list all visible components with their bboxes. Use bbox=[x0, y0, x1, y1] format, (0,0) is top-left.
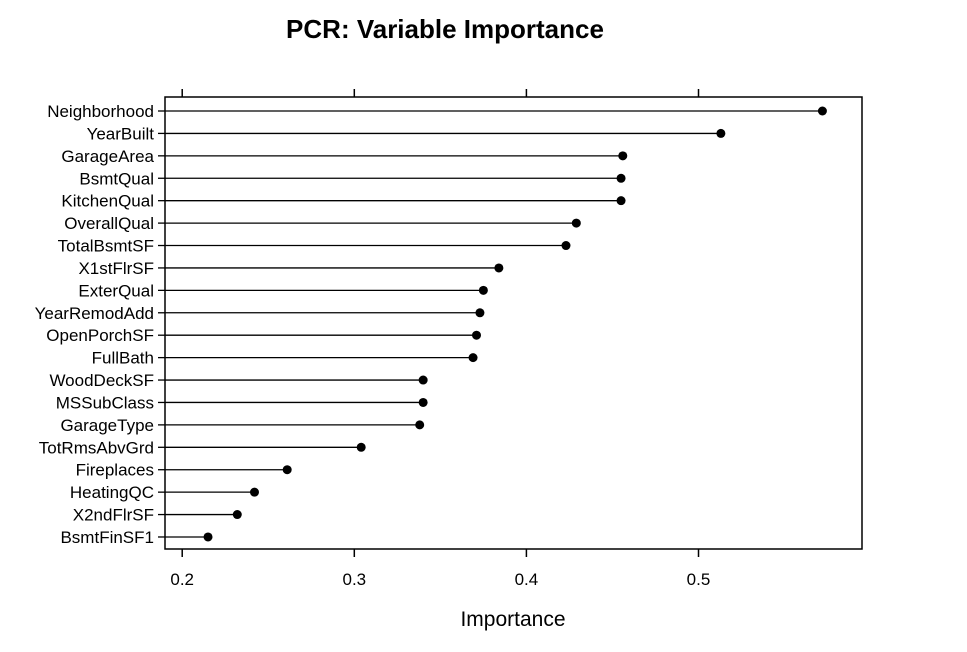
y-category-label: KitchenQual bbox=[61, 192, 154, 211]
y-category-label: Fireplaces bbox=[76, 461, 154, 480]
y-category-label: X2ndFlrSF bbox=[73, 506, 154, 525]
x-tick-label: 0.5 bbox=[687, 570, 711, 589]
y-category-label: BsmtQual bbox=[79, 169, 154, 188]
data-point bbox=[415, 420, 425, 430]
data-point bbox=[232, 510, 242, 520]
data-point bbox=[282, 465, 292, 475]
y-category-label: TotRmsAbvGrd bbox=[39, 438, 154, 457]
data-point bbox=[616, 173, 626, 183]
y-category-label: TotalBsmtSF bbox=[58, 237, 154, 256]
y-category-label: OpenPorchSF bbox=[46, 326, 154, 345]
y-category-label: WoodDeckSF bbox=[49, 371, 154, 390]
plot-frame bbox=[164, 96, 863, 550]
y-category-label: HeatingQC bbox=[70, 483, 154, 502]
y-category-label: OverallQual bbox=[64, 214, 154, 233]
y-category-label: MSSubClass bbox=[56, 393, 154, 412]
y-category-label: BsmtFinSF1 bbox=[60, 528, 154, 547]
y-category-label: X1stFlrSF bbox=[78, 259, 154, 278]
data-point bbox=[571, 218, 581, 228]
chart-title: PCR: Variable Importance bbox=[286, 14, 604, 44]
labels-layer: Neighborhood YearBuilt GarageArea BsmtQual K… bbox=[35, 102, 155, 547]
y-category-label: GarageType bbox=[60, 416, 154, 435]
data-point bbox=[249, 487, 259, 497]
data-point bbox=[468, 353, 478, 363]
data-point bbox=[418, 375, 428, 385]
axes-layer: 0.2 0.3 0.4 0.5 bbox=[158, 89, 710, 589]
y-category-label: Neighborhood bbox=[47, 102, 154, 121]
data-point bbox=[203, 532, 213, 542]
x-axis-label: Importance bbox=[460, 608, 565, 631]
y-category-label: FullBath bbox=[92, 349, 154, 368]
data-point bbox=[716, 128, 726, 138]
data-point bbox=[618, 151, 628, 161]
data-point bbox=[616, 196, 626, 206]
y-category-label: ExterQual bbox=[78, 281, 154, 300]
x-tick-label: 0.2 bbox=[170, 570, 194, 589]
x-tick-label: 0.3 bbox=[342, 570, 366, 589]
data-point bbox=[471, 330, 481, 340]
y-category-label: GarageArea bbox=[61, 147, 154, 166]
y-category-label: YearBuilt bbox=[87, 124, 155, 143]
data-point bbox=[475, 308, 485, 318]
y-category-label: YearRemodAdd bbox=[35, 304, 154, 323]
marks-layer bbox=[165, 106, 827, 542]
data-point bbox=[561, 241, 571, 251]
data-point bbox=[356, 442, 366, 452]
data-point bbox=[478, 285, 488, 295]
data-point bbox=[817, 106, 827, 116]
data-point bbox=[494, 263, 504, 273]
x-tick-label: 0.4 bbox=[515, 570, 539, 589]
data-point bbox=[418, 397, 428, 407]
